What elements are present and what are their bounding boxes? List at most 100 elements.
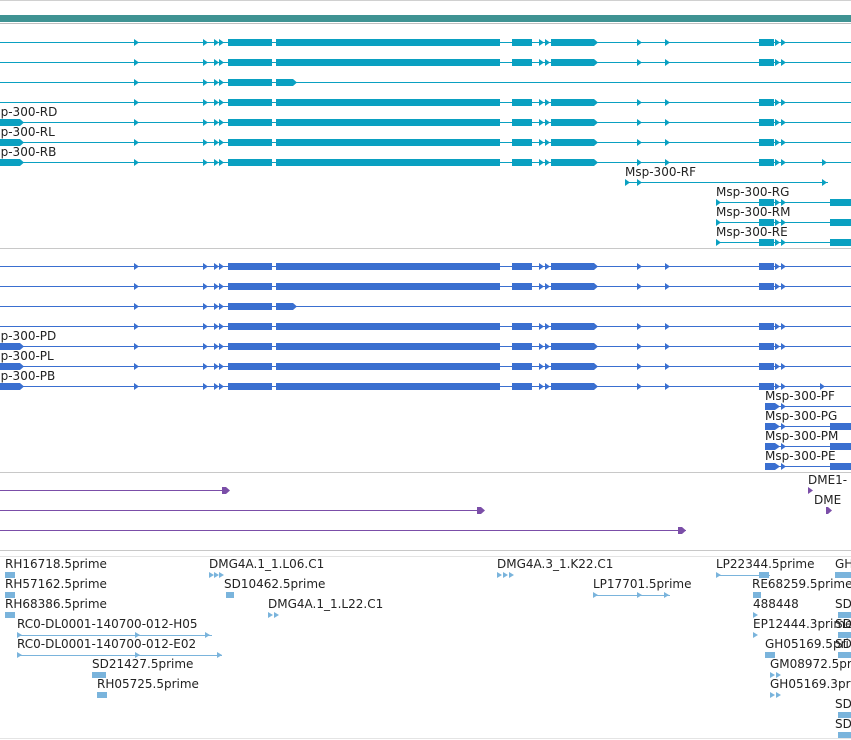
est-label-gh[interactable]: GH: [835, 557, 851, 571]
polypeptide-pg-d: [830, 423, 851, 430]
transcript-re-c: [775, 239, 780, 246]
est-rh68386-box: [5, 612, 15, 618]
est-label-488448[interactable]: 488448: [753, 597, 799, 611]
polypeptide-pb-exon-h: [539, 363, 544, 370]
est-gh-box: [835, 572, 851, 578]
polypeptide-label-pm[interactable]: Msp-300-PM: [765, 429, 839, 443]
polypeptide-label-pg[interactable]: Msp-300-PG: [765, 409, 838, 423]
est-label-sd-4[interactable]: SD: [835, 697, 851, 711]
transcript-rl-exon-n: [775, 119, 780, 126]
est-dmg4a-l06-b: [214, 572, 219, 578]
polypeptide-pm-a: [765, 443, 775, 450]
est-label-rh57162[interactable]: RH57162.5prime: [5, 577, 107, 591]
match-end-1: [222, 487, 230, 494]
polypeptide-pd-exon-l: [665, 323, 670, 330]
polypeptide-pl-exon-e: [228, 343, 272, 350]
polypeptide-pb2-exon-m: [759, 383, 774, 390]
chromosome-band: [0, 15, 851, 22]
transcript-label-rd[interactable]: Msp-300-RD: [0, 105, 58, 119]
est-label-sd21427[interactable]: SD21427.5prime: [92, 657, 194, 671]
transcript-label-rl[interactable]: Msp-300-RL: [0, 125, 55, 139]
est-lp17701-b: [637, 592, 642, 598]
transcript-rb-exon-c: [214, 139, 219, 146]
est-label-dmg4a-k22[interactable]: DMG4A.3_1.K22.C1: [497, 557, 614, 571]
transcript-row-2-exon-b: [203, 59, 208, 66]
est-rc0-e02-b: [135, 652, 140, 658]
transcript-label-re[interactable]: Msp-300-RE: [716, 225, 788, 239]
transcript-rm-b: [759, 219, 774, 226]
polypeptide-row-2-exon-j: [551, 283, 598, 290]
transcript-rd-exon-i: [545, 99, 550, 106]
est-label-gh05169-5[interactable]: GH05169.5pri: [765, 637, 849, 651]
polypeptide-row-2-exon-k: [637, 283, 642, 290]
est-label-dmg4a-l06[interactable]: DMG4A.1_1.L06.C1: [209, 557, 325, 571]
transcript-rd-exon-h: [539, 99, 544, 106]
transcript-rb-exon-d: [219, 139, 224, 146]
est-label-sd-3[interactable]: SD: [835, 637, 851, 651]
polypeptide-pe-c: [781, 463, 786, 470]
transcript-row-1-exon-m: [759, 39, 774, 46]
transcript-row-1-exon-d: [219, 39, 224, 46]
polypeptide-label-pe[interactable]: Msp-300-PE: [765, 449, 836, 463]
polypeptide-pd-exon-f: [276, 323, 500, 330]
est-label-lp22344[interactable]: LP22344.5prime: [716, 557, 815, 571]
est-label-rc0-e02[interactable]: RC0-DL0001-140700-012-E02: [17, 637, 197, 651]
polypeptide-label-pl[interactable]: Msp-300-PL: [0, 349, 54, 363]
est-label-gh05169-3[interactable]: GH05169.3pri: [770, 677, 851, 691]
transcript-row-1-exon-h: [539, 39, 544, 46]
est-label-sd-2[interactable]: SD: [835, 617, 851, 631]
transcript-rb2-exon-f: [276, 159, 500, 166]
polypeptide-label-pd[interactable]: Msp-300-PD: [0, 329, 57, 343]
est-rh57162-box: [5, 592, 15, 598]
polypeptide-pb-exon-f: [276, 363, 500, 370]
polypeptide-pd-exon-m: [759, 323, 774, 330]
transcript-rl-exon-l: [665, 119, 670, 126]
transcript-row-1-exon-l: [665, 39, 670, 46]
polypeptide-pb2-exon-k: [637, 383, 642, 390]
transcript-label-rb[interactable]: Msp-300-RB: [0, 145, 57, 159]
polypeptide-pl-exon-i: [545, 343, 550, 350]
polypeptide-pg-a: [765, 423, 775, 430]
est-label-ep12444[interactable]: EP12444.3prime: [753, 617, 851, 631]
match-label-1[interactable]: DME1-: [808, 473, 848, 487]
est-label-lp17701[interactable]: LP17701.5prime: [593, 577, 692, 591]
polypeptide-row-2-exon-b: [203, 283, 208, 290]
transcript-row-1-exon-o: [781, 39, 786, 46]
transcript-rf-end: [822, 179, 827, 186]
transcript-row-1-exon-c: [214, 39, 219, 46]
transcript-rb-exon-a: [134, 139, 139, 146]
est-label-rc0-h05[interactable]: RC0-DL0001-140700-012-H05: [17, 617, 198, 631]
transcript-label-rm[interactable]: Msp-300-RM: [716, 205, 791, 219]
est-gm08972-a: [770, 672, 775, 678]
transcript-re-a: [716, 239, 721, 246]
est-label-dmg4a-l22[interactable]: DMG4A.1_1.L22.C1: [268, 597, 384, 611]
est-label-gm08972[interactable]: GM08972.5pri: [770, 657, 851, 671]
transcript-rl-exon-a: [134, 119, 139, 126]
polypeptide-pl-exon-h: [539, 343, 544, 350]
est-label-rh68386[interactable]: RH68386.5prime: [5, 597, 107, 611]
transcript-label-rg[interactable]: Msp-300-RG: [716, 185, 790, 199]
est-label-rh05725[interactable]: RH05725.5prime: [97, 677, 199, 691]
est-label-sd-1[interactable]: SD: [835, 597, 851, 611]
est-re68259-box: [753, 592, 761, 598]
polypeptide-pg-b: [775, 423, 780, 430]
polypeptide-pl-exon-o: [781, 343, 786, 350]
transcript-rb-exon-i: [545, 139, 550, 146]
polypeptide-label-pb[interactable]: Msp-300-PB: [0, 369, 56, 383]
est-label-re68259[interactable]: RE68259.5prime: [752, 577, 851, 591]
transcript-row-2-exon-n: [775, 59, 780, 66]
transcript-label-rf[interactable]: Msp-300-RF: [625, 165, 697, 179]
est-label-sd10462[interactable]: SD10462.5prime: [224, 577, 326, 591]
transcript-rg-e: [830, 199, 851, 206]
polypeptide-pb-exon-e: [228, 363, 272, 370]
polypeptide-label-pf[interactable]: Msp-300-PF: [765, 389, 835, 403]
polypeptide-pb2-exon-g: [512, 383, 532, 390]
match-label-2[interactable]: DME: [814, 493, 842, 507]
polypeptide-row-1-exon-h: [539, 263, 544, 270]
est-label-sd-5[interactable]: SD: [835, 717, 851, 731]
est-label-rh16718[interactable]: RH16718.5prime: [5, 557, 107, 571]
polypeptide-row-1-exon-a: [134, 263, 139, 270]
est-sd-4-box: [838, 712, 851, 718]
transcript-row-1-exon-g: [512, 39, 532, 46]
